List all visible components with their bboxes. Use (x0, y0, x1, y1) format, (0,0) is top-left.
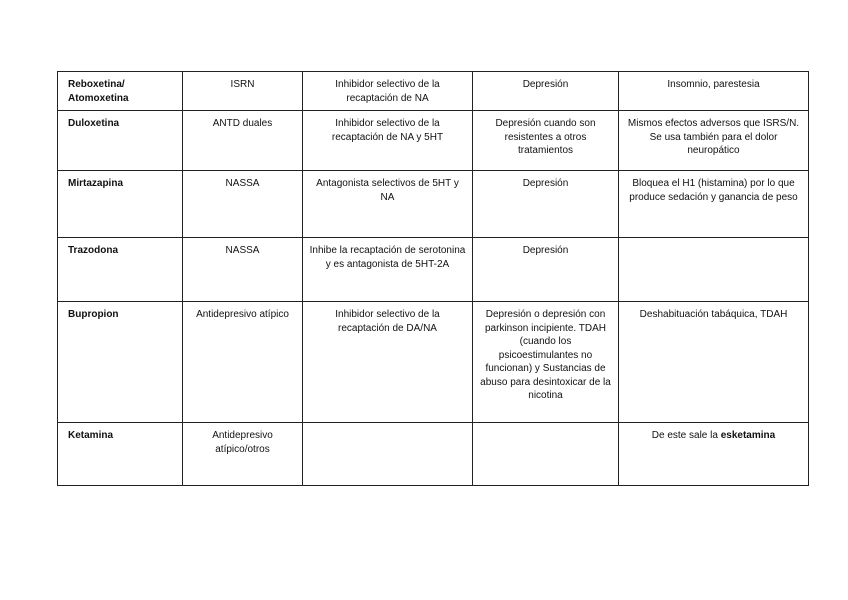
cell-clase: NASSA (182, 237, 303, 302)
drug-table: Reboxetina/ Atomoxetina ISRN Inhibidor sel… (57, 71, 809, 486)
table-row: Duloxetina ANTD duales Inhibidor selectivo… (57, 110, 809, 171)
cell-indicacion (472, 422, 619, 486)
cell-mecanismo: Antagonista selectivos de 5HT y NA (302, 170, 473, 238)
cell-clase: NASSA (182, 170, 303, 238)
cell-mecanismo: Inhibidor selectivo de la recaptación de… (302, 110, 473, 171)
table-row: Ketamina Antidepresivo atípico/otros De es… (57, 422, 809, 486)
cell-efectos: Deshabituación tabáquica, TDAH (618, 301, 809, 423)
cell-efectos: De este sale la esketamina (618, 422, 809, 486)
cell-clase: ISRN (182, 71, 303, 111)
cell-indicacion: Depresión cuando son resistentes a otros… (472, 110, 619, 171)
table-row: Trazodona NASSA Inhibe la recaptación de s… (57, 237, 809, 302)
drug-name: Trazodona (57, 237, 183, 302)
cell-indicacion: Depresión (472, 71, 619, 111)
table-row: Bupropion Antidepresivo atípico Inhibidor … (57, 301, 809, 423)
cell-clase: Antidepresivo atípico (182, 301, 303, 423)
cell-mecanismo: Inhibidor selectivo de la recaptación de… (302, 301, 473, 423)
cell-clase: Antidepresivo atípico/otros (182, 422, 303, 486)
cell-mecanismo (302, 422, 473, 486)
cell-mecanismo: Inhibe la recaptación de serotonina y es… (302, 237, 473, 302)
table-row: Reboxetina/ Atomoxetina ISRN Inhibidor sel… (57, 71, 809, 111)
drug-name: Ketamina (57, 422, 183, 486)
effects-text: De este sale la (651, 430, 721, 441)
cell-indicacion: Depresión (472, 170, 619, 238)
cell-efectos: Mismos efectos adversos que ISRS/N. Se u… (618, 110, 809, 171)
drug-name: Mirtazapina (57, 170, 183, 238)
cell-clase: ANTD duales (182, 110, 303, 171)
drug-name: Reboxetina/ Atomoxetina (57, 71, 183, 111)
cell-efectos: Bloquea el H1 (histamina) por lo que pro… (618, 170, 809, 238)
cell-efectos: Insomnio, parestesia (618, 71, 809, 111)
table-row: Mirtazapina NASSA Antagonista selectivos d… (57, 170, 809, 238)
cell-efectos (618, 237, 809, 302)
cell-indicacion: Depresión o depresión con parkinson inci… (472, 301, 619, 423)
effects-bold-text: esketamina (720, 430, 776, 441)
drug-name: Duloxetina (57, 110, 183, 171)
drug-name: Bupropion (57, 301, 183, 423)
cell-indicacion: Depresión (472, 237, 619, 302)
cell-mecanismo: Inhibidor selectivo de la recaptación de… (302, 71, 473, 111)
